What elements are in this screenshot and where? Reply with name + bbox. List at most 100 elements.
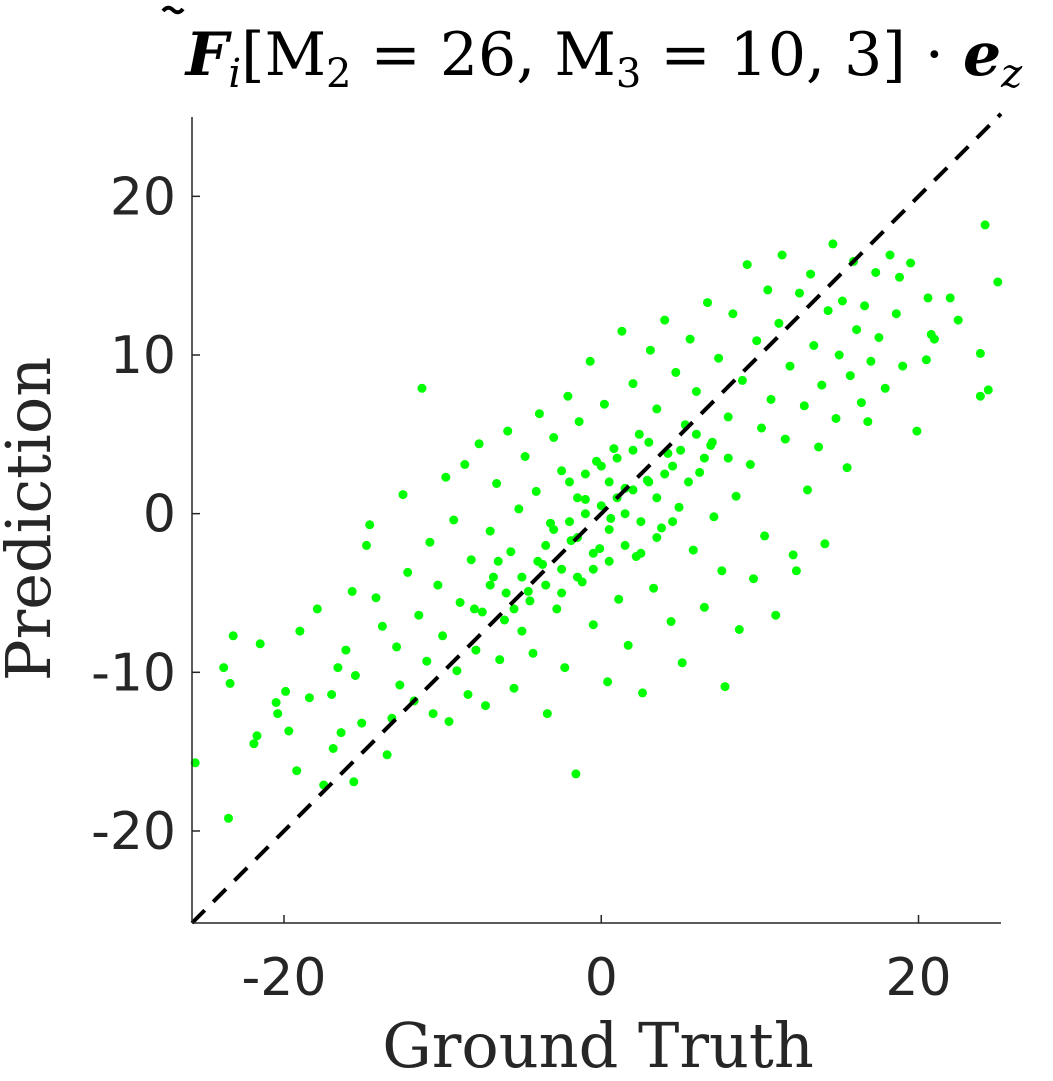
- scatter-point: [666, 617, 676, 626]
- scatter-point: [228, 631, 238, 641]
- scatter-point: [362, 540, 371, 550]
- scatter-point: [634, 429, 644, 439]
- scatter-point: [349, 777, 359, 787]
- scatter-point: [774, 318, 784, 328]
- scatter-point: [455, 598, 465, 607]
- scatter-point: [771, 610, 781, 620]
- scatter-point: [304, 693, 314, 703]
- scatter-point: [398, 490, 408, 500]
- scatter-point: [520, 452, 530, 461]
- scatter-point: [993, 277, 1003, 287]
- scatter-point: [898, 361, 908, 371]
- scatter-point: [350, 671, 360, 680]
- scatter-point: [926, 329, 936, 339]
- scatter-point: [341, 645, 351, 655]
- scatter-point: [449, 515, 459, 525]
- scatter-point: [668, 517, 678, 527]
- scatter-point: [983, 385, 993, 395]
- scatter-point: [612, 453, 622, 463]
- scatter-point: [533, 556, 543, 566]
- scatter-point: [466, 555, 476, 565]
- scatter-point: [684, 477, 693, 487]
- scatter-point: [425, 537, 435, 547]
- scatter-point: [707, 437, 717, 447]
- scatter-point: [745, 460, 755, 469]
- scatter-point: [823, 306, 833, 316]
- scatter-point: [668, 461, 678, 471]
- scatter-point: [580, 509, 590, 519]
- scatter-point: [885, 250, 895, 260]
- title-vector-sub: i: [228, 51, 241, 97]
- scatter-point: [644, 477, 654, 487]
- scatter-point: [541, 540, 551, 550]
- scatter-point: [923, 293, 933, 303]
- scatter-point: [573, 493, 582, 503]
- scatter-point: [895, 272, 904, 282]
- title-tilde: [161, 5, 185, 15]
- scatter-point: [549, 433, 559, 442]
- scatter-point: [534, 409, 544, 419]
- scatter-point: [728, 309, 738, 319]
- scatter-point: [585, 356, 595, 366]
- scatter-point: [500, 615, 509, 625]
- scatter-point: [945, 293, 955, 303]
- scatter-point: [606, 513, 616, 523]
- scatter-point: [414, 610, 424, 620]
- scatter-point: [460, 460, 470, 469]
- scatter-point: [866, 356, 876, 366]
- scatter-point: [365, 520, 375, 530]
- scatter-point: [953, 315, 963, 325]
- scatter-point: [549, 525, 559, 534]
- scatter-point: [763, 285, 773, 295]
- scatter-point: [333, 663, 343, 673]
- scatter-point: [469, 604, 479, 614]
- scatter-point: [382, 750, 392, 760]
- scatter-point: [609, 444, 619, 454]
- scatter-point: [691, 429, 701, 439]
- scatter-point: [657, 523, 666, 533]
- scatter-point: [791, 566, 801, 576]
- title-unit-sub: z: [1000, 51, 1023, 97]
- x-tick-label: 0: [585, 948, 618, 1008]
- scatter-point: [749, 574, 758, 584]
- scatter-point: [688, 545, 698, 555]
- scatter-point: [880, 383, 890, 393]
- scatter-point: [433, 580, 443, 590]
- scatter-point: [806, 269, 816, 279]
- scatter-point: [785, 361, 795, 371]
- scatter-point: [636, 548, 646, 558]
- scatter-point: [495, 655, 505, 665]
- scatter-point: [588, 564, 598, 574]
- scatter-point: [709, 512, 719, 522]
- scatter-point: [403, 567, 413, 577]
- scatter-point: [190, 758, 200, 768]
- scatter-point: [742, 260, 752, 270]
- scatter-point: [371, 593, 381, 603]
- title-args: [M: [241, 20, 326, 90]
- scatter-point: [874, 333, 884, 342]
- scatter-point: [417, 383, 427, 393]
- scatter-point: [596, 461, 606, 471]
- scatter-point: [588, 548, 598, 558]
- scatter-point: [852, 325, 862, 335]
- scatter-point: [485, 526, 495, 536]
- title-m2-value: = 26, M: [351, 20, 615, 90]
- scatter-point: [828, 239, 838, 249]
- scatter-point: [292, 766, 302, 776]
- scatter-point: [685, 334, 695, 344]
- scatter-point: [571, 769, 581, 779]
- scatter-point: [752, 336, 762, 346]
- scatter-point: [891, 309, 901, 319]
- scatter-point: [514, 504, 524, 514]
- scatter-point: [799, 401, 809, 411]
- scatter-point: [477, 607, 487, 617]
- scatter-point: [506, 547, 516, 557]
- x-axis-ticks: -20 0 20: [242, 915, 952, 1008]
- scatter-point: [614, 594, 624, 604]
- scatter-point: [628, 485, 638, 495]
- scatter-point: [845, 371, 855, 381]
- scatter-point: [921, 355, 931, 365]
- scatter-point: [604, 525, 614, 534]
